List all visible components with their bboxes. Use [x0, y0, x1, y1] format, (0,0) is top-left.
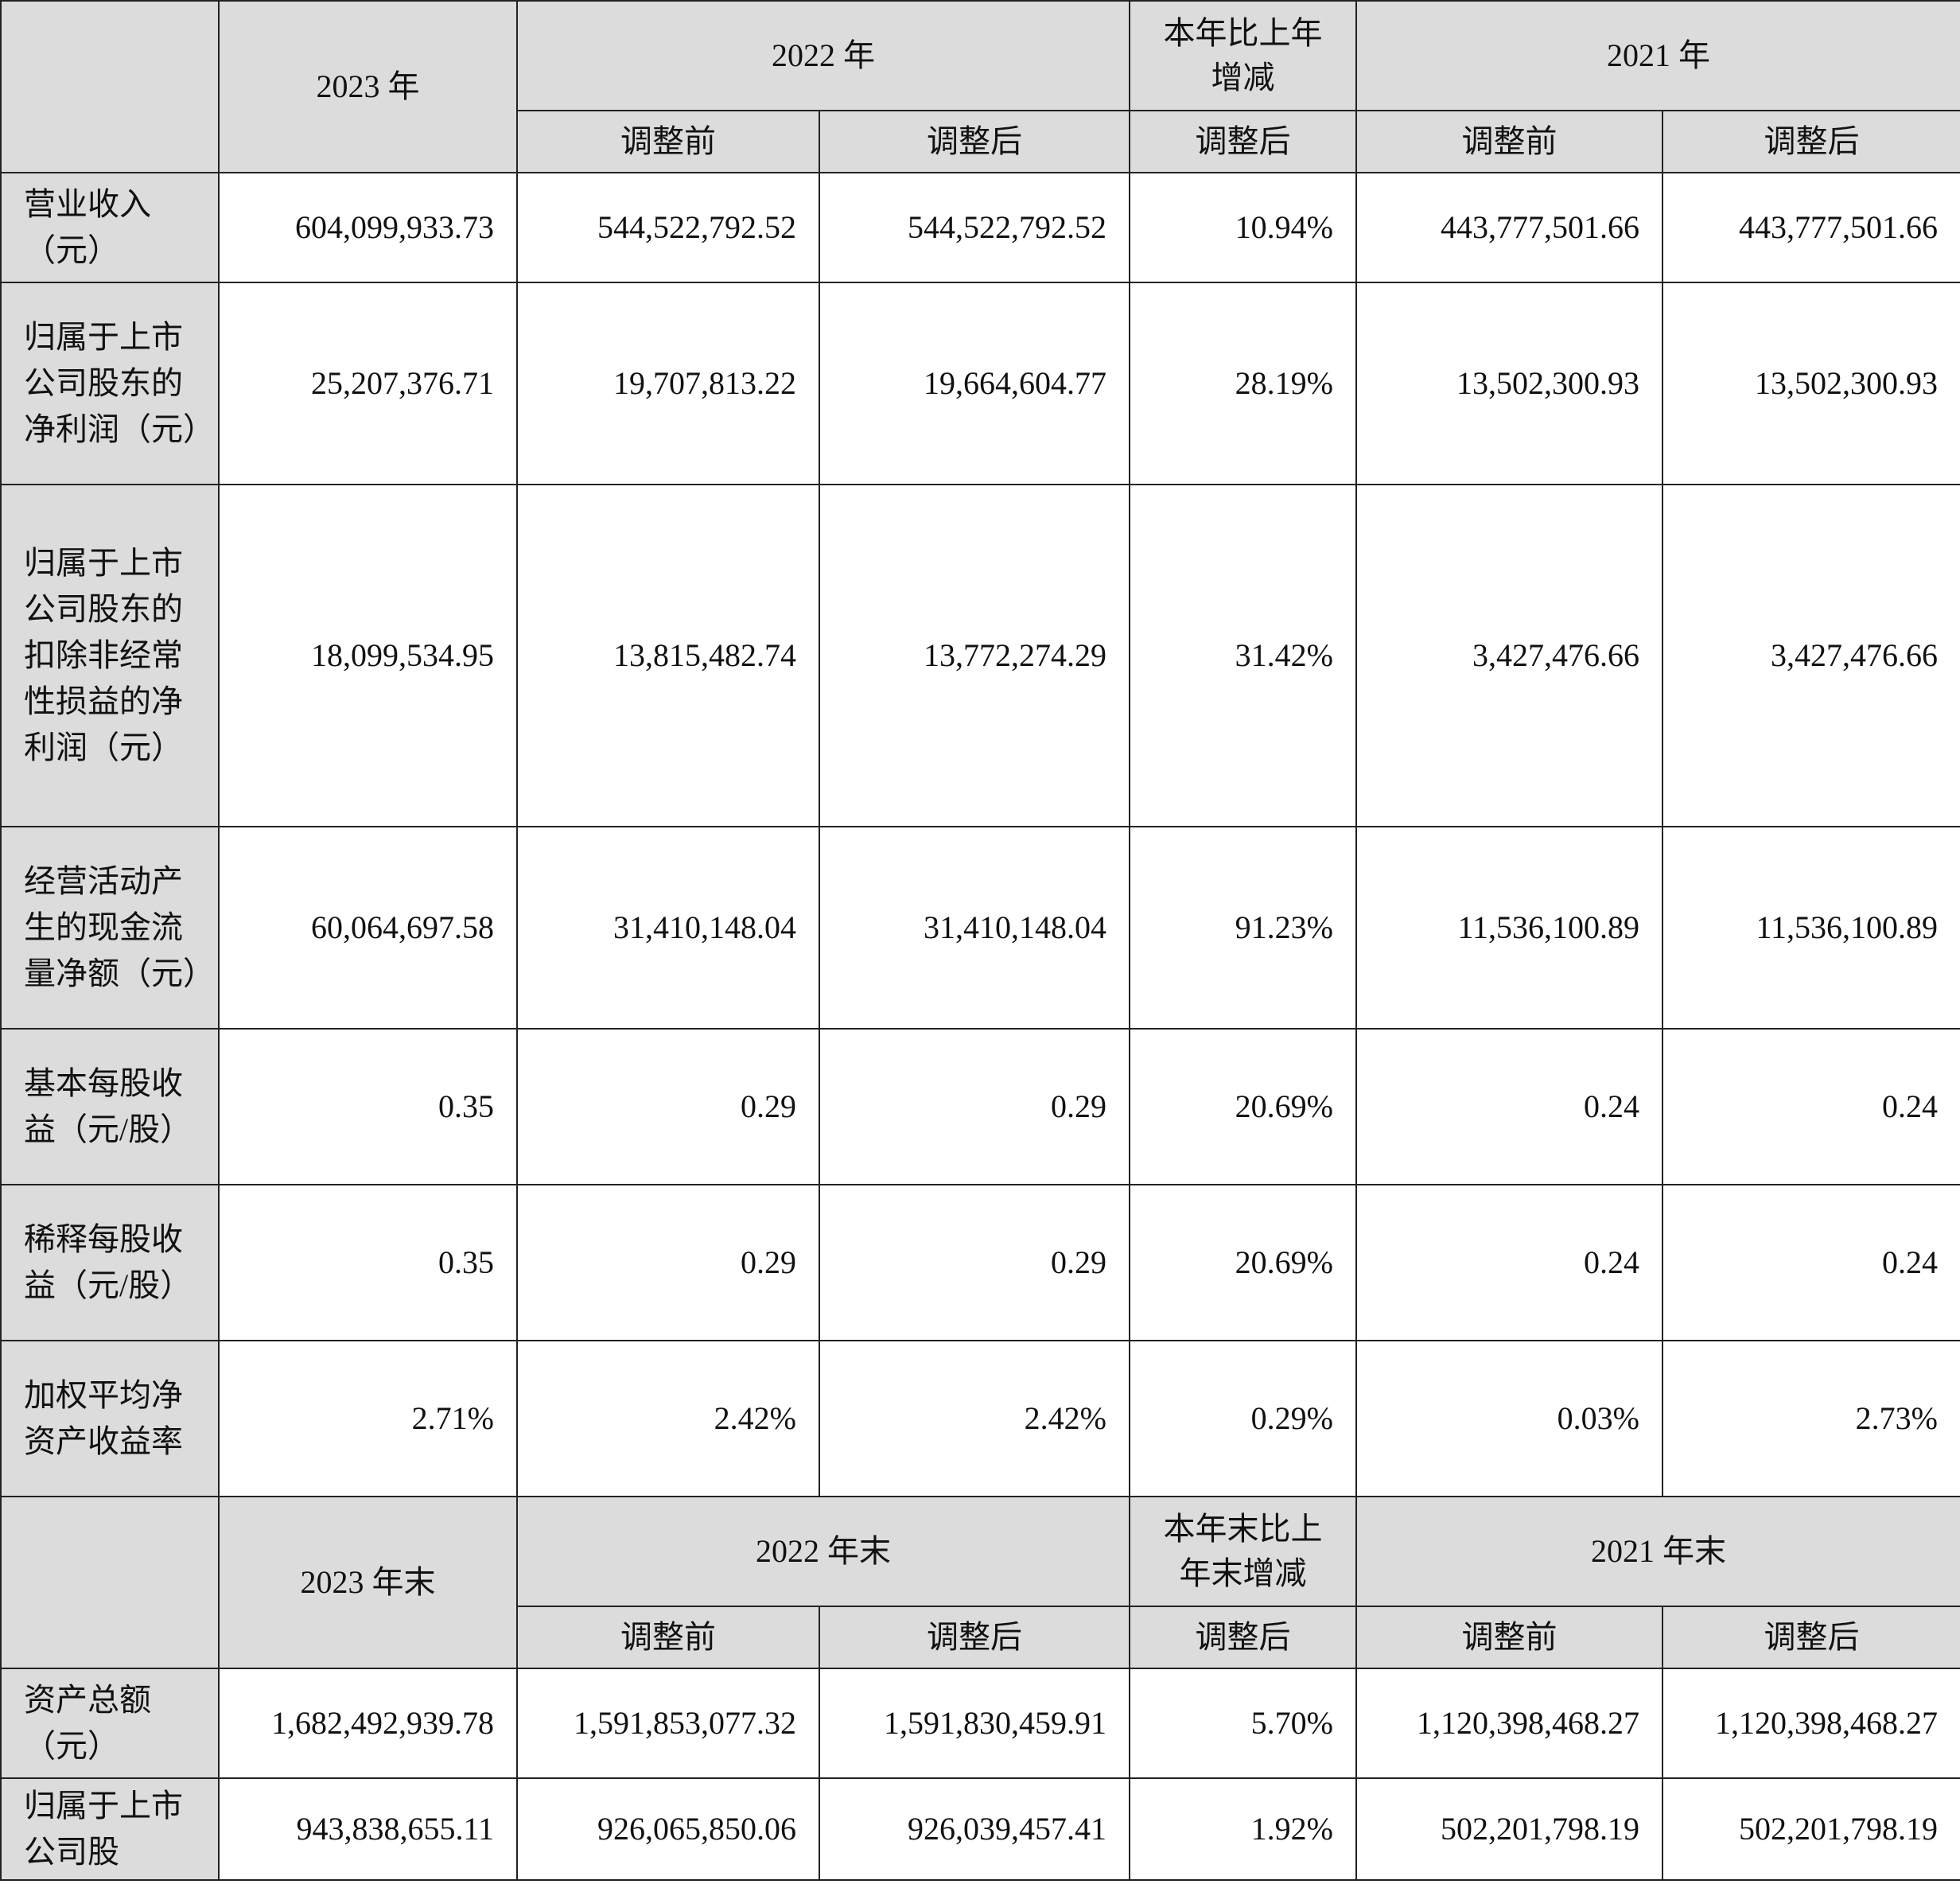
value-2022-after: 1,591,830,459.91 [819, 1668, 1130, 1779]
value-2021-after: 0.24 [1662, 1028, 1960, 1185]
value-2022-before: 926,065,850.06 [516, 1777, 820, 1881]
value-2022-after: 31,410,148.04 [819, 826, 1130, 1030]
header-2021-after-adj: 调整后 [1662, 1606, 1960, 1669]
table-row: 资产总额（元） 1,682,492,939.78 1,591,853,077.3… [0, 1668, 1960, 1779]
value-2023: 0.35 [218, 1184, 518, 1341]
table-row: 归属于上市公司股东的净利润（元） 25,207,376.71 19,707,81… [0, 282, 1960, 485]
header-2022-after-adj: 调整后 [819, 1606, 1130, 1669]
value-change: 31.42% [1129, 484, 1357, 827]
value-change: 0.29% [1129, 1340, 1357, 1497]
header-2022-before-adj: 调整前 [516, 110, 820, 173]
header-change-after-adj: 调整后 [1129, 110, 1357, 173]
value-2022-before: 0.29 [516, 1184, 820, 1341]
value-2021-after: 502,201,798.19 [1662, 1777, 1960, 1881]
table-row: 营业收入（元） 604,099,933.73 544,522,792.52 54… [0, 172, 1960, 283]
table-row: 经营活动产生的现金流量净额（元） 60,064,697.58 31,410,14… [0, 826, 1960, 1030]
value-change: 10.94% [1129, 172, 1357, 283]
row-label: 归属于上市公司股东的扣除非经常性损益的净利润（元） [0, 484, 220, 827]
value-2023: 1,682,492,939.78 [218, 1668, 518, 1779]
value-2023: 0.35 [218, 1028, 518, 1185]
header-2021-after-adj: 调整后 [1662, 110, 1960, 173]
value-2023: 18,099,534.95 [218, 484, 518, 827]
value-2022-before: 1,591,853,077.32 [516, 1668, 820, 1779]
value-2021-after: 0.24 [1662, 1184, 1960, 1341]
value-2022-after: 19,664,604.77 [819, 282, 1130, 485]
header-2022-before-adj: 调整前 [516, 1606, 820, 1669]
value-2022-after: 926,039,457.41 [819, 1777, 1130, 1881]
value-2023: 60,064,697.58 [218, 826, 518, 1030]
value-2022-after: 2.42% [819, 1340, 1130, 1497]
value-2022-after: 0.29 [819, 1028, 1130, 1185]
row-label: 加权平均净资产收益率 [0, 1340, 220, 1497]
row-label: 营业收入（元） [0, 172, 220, 283]
value-2023: 604,099,933.73 [218, 172, 518, 283]
table-row: 归属于上市公司股 943,838,655.11 926,065,850.06 9… [0, 1777, 1960, 1881]
value-2021-before: 0.03% [1355, 1340, 1663, 1497]
value-2021-after: 1,120,398,468.27 [1662, 1668, 1960, 1779]
value-change: 20.69% [1129, 1184, 1357, 1341]
value-2022-before: 2.42% [516, 1340, 820, 1497]
value-2022-before: 544,522,792.52 [516, 172, 820, 283]
header-year-prev: 2022 年 [516, 0, 1130, 111]
row-label: 归属于上市公司股东的净利润（元） [0, 282, 220, 485]
value-2021-before: 13,502,300.93 [1355, 282, 1663, 485]
value-2022-before: 31,410,148.04 [516, 826, 820, 1030]
value-change: 91.23% [1129, 826, 1357, 1030]
value-2021-after: 3,427,476.66 [1662, 484, 1960, 827]
header-year-end-prev: 2022 年末 [516, 1496, 1130, 1607]
header-year-end-change: 本年末比上年末增减 [1129, 1496, 1357, 1607]
value-change: 20.69% [1129, 1028, 1357, 1185]
row-label: 经营活动产生的现金流量净额（元） [0, 826, 220, 1030]
table-row: 稀释每股收益（元/股） 0.35 0.29 0.29 20.69% 0.24 0… [0, 1184, 1960, 1341]
value-change: 1.92% [1129, 1777, 1357, 1881]
value-2023: 2.71% [218, 1340, 518, 1497]
value-change: 28.19% [1129, 282, 1357, 485]
row-label: 归属于上市公司股 [0, 1777, 220, 1881]
value-2021-before: 1,120,398,468.27 [1355, 1668, 1663, 1779]
header-year-end-current: 2023 年末 [218, 1496, 518, 1669]
row-label: 基本每股收益（元/股） [0, 1028, 220, 1185]
header-change: 本年比上年增减 [1129, 0, 1357, 111]
header-2021-before-adj: 调整前 [1355, 110, 1663, 173]
value-2022-before: 0.29 [516, 1028, 820, 1185]
value-2022-after: 13,772,274.29 [819, 484, 1130, 827]
row-label: 资产总额（元） [0, 1668, 220, 1779]
header-2021-before-adj: 调整前 [1355, 1606, 1663, 1669]
value-2021-before: 3,427,476.66 [1355, 484, 1663, 827]
value-2021-before: 443,777,501.66 [1355, 172, 1663, 283]
value-2022-after: 544,522,792.52 [819, 172, 1130, 283]
header-row-adjust: 调整前 调整后 调整后 调整前 调整后 [1, 1606, 1960, 1669]
header-change-after-adj: 调整后 [1129, 1606, 1357, 1669]
value-2021-before: 0.24 [1355, 1028, 1663, 1185]
header-row-years: 2023 年 2022 年 本年比上年增减 2021 年 [0, 0, 1960, 173]
value-2021-after: 11,536,100.89 [1662, 826, 1960, 1030]
value-2021-before: 11,536,100.89 [1355, 826, 1663, 1030]
value-2022-before: 19,707,813.22 [516, 282, 820, 485]
value-2021-before: 502,201,798.19 [1355, 1777, 1663, 1881]
value-2023: 943,838,655.11 [218, 1777, 518, 1881]
value-2021-after: 2.73% [1662, 1340, 1960, 1497]
header-row-adjust: 调整前 调整后 调整后 调整前 调整后 [1, 110, 1960, 173]
header-year-prev2: 2021 年 [1355, 0, 1960, 111]
header-year-current: 2023 年 [218, 0, 518, 173]
value-2022-before: 13,815,482.74 [516, 484, 820, 827]
value-2023: 25,207,376.71 [218, 282, 518, 485]
row-label: 稀释每股收益（元/股） [0, 1184, 220, 1341]
header-2022-after-adj: 调整后 [819, 110, 1130, 173]
value-2021-after: 443,777,501.66 [1662, 172, 1960, 283]
value-2021-after: 13,502,300.93 [1662, 282, 1960, 485]
header-corner-cell [0, 0, 220, 173]
table-row: 基本每股收益（元/股） 0.35 0.29 0.29 20.69% 0.24 0… [0, 1028, 1960, 1185]
value-2022-after: 0.29 [819, 1184, 1130, 1341]
value-change: 5.70% [1129, 1668, 1357, 1779]
header-year-end-prev2: 2021 年末 [1355, 1496, 1960, 1607]
header-row-year-end: 2023 年末 2022 年末 本年末比上年末增减 2021 年末 [0, 1496, 1960, 1669]
value-2021-before: 0.24 [1355, 1184, 1663, 1341]
table-row: 归属于上市公司股东的扣除非经常性损益的净利润（元） 18,099,534.95 … [0, 484, 1960, 827]
header-corner-cell [0, 1496, 220, 1669]
table-row: 加权平均净资产收益率 2.71% 2.42% 2.42% 0.29% 0.03%… [0, 1340, 1960, 1497]
